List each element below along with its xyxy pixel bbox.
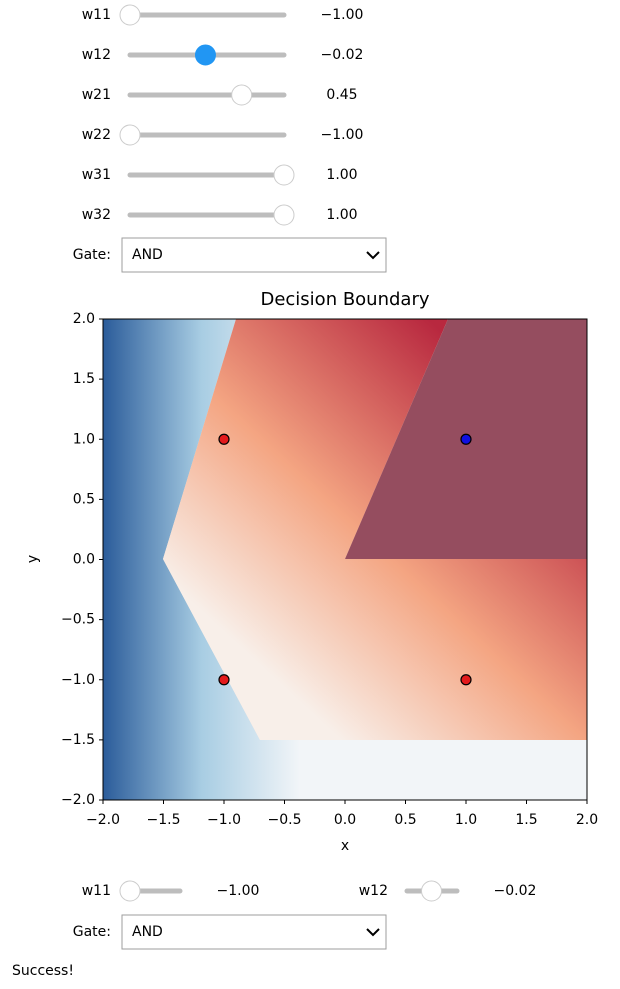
slider-knob[interactable]	[273, 164, 295, 186]
status-text: Success!	[12, 963, 74, 979]
x-axis-label: x	[341, 838, 349, 854]
slider-knob[interactable]	[273, 204, 295, 226]
gate-dropdown[interactable]	[121, 914, 387, 950]
gate-dropdown[interactable]	[121, 237, 387, 273]
x-tick-label: 1.5	[515, 812, 537, 828]
y-tick-label: −1.0	[61, 672, 95, 688]
x-tick-label: −2.0	[86, 812, 120, 828]
field-high	[163, 319, 587, 740]
slider-label: w12	[359, 883, 388, 899]
slider-knob[interactable]	[119, 124, 141, 146]
x-tick-label: 0.5	[394, 812, 416, 828]
gate-label: Gate:	[73, 924, 111, 940]
y-tick-label: 2.0	[73, 311, 95, 327]
slider-label: w32	[82, 207, 111, 223]
slider-value: −0.02	[494, 883, 537, 899]
chart-title: Decision Boundary	[260, 289, 429, 310]
data-point	[218, 433, 230, 445]
data-point	[460, 674, 472, 686]
y-tick-label: 0.0	[73, 552, 95, 568]
slider-value: 0.45	[326, 87, 357, 103]
y-tick-label: −2.0	[61, 792, 95, 808]
y-tick-label: −0.5	[61, 612, 95, 628]
slider-knob[interactable]	[231, 84, 253, 106]
slider-knob[interactable]	[119, 4, 141, 26]
slider-knob[interactable]	[421, 880, 442, 902]
y-axis-label: y	[25, 555, 41, 563]
slider-label: w12	[82, 47, 111, 63]
gate-label: Gate:	[73, 247, 111, 263]
y-tick-label: 0.5	[73, 491, 95, 507]
dropdown-chevron	[366, 251, 380, 260]
slider-label: w21	[82, 87, 111, 103]
gate-selected: AND	[132, 924, 163, 940]
slider-value: −0.02	[321, 47, 364, 63]
slider-knob[interactable]	[119, 880, 141, 902]
slider-value: −1.00	[217, 883, 260, 899]
y-tick-label: −1.5	[61, 732, 95, 748]
gate-selected: AND	[132, 247, 163, 263]
slider-label: w11	[82, 7, 111, 23]
y-tick-label: 1.5	[73, 371, 95, 387]
x-tick-label: −0.5	[268, 812, 302, 828]
slider-label: w11	[82, 883, 111, 899]
slider-knob[interactable]	[194, 44, 216, 66]
data-point	[218, 674, 230, 686]
x-tick-label: 0.0	[334, 812, 356, 828]
x-tick-label: 2.0	[576, 812, 598, 828]
data-point	[460, 433, 472, 445]
dropdown-chevron	[366, 928, 380, 937]
slider-label: w22	[82, 127, 111, 143]
contour-field	[102, 318, 588, 801]
slider-value: 1.00	[326, 167, 357, 183]
y-tick-label: 1.0	[73, 431, 95, 447]
x-tick-label: −1.5	[147, 812, 181, 828]
x-tick-label: −1.0	[207, 812, 241, 828]
x-tick-label: 1.0	[455, 812, 477, 828]
slider-label: w31	[82, 167, 111, 183]
slider-value: −1.00	[321, 7, 364, 23]
slider-value: −1.00	[321, 127, 364, 143]
slider-value: 1.00	[326, 207, 357, 223]
